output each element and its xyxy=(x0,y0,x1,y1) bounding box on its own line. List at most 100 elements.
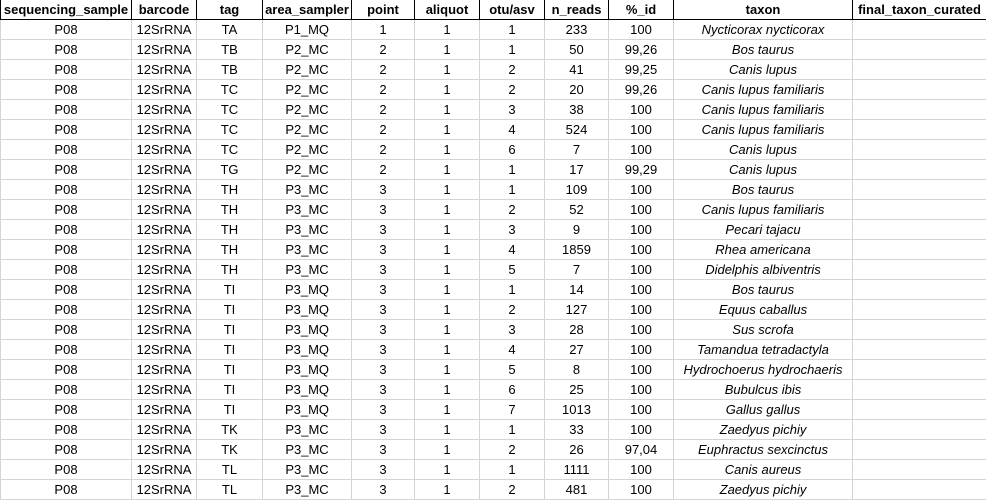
cell-n-reads[interactable]: 233 xyxy=(544,19,609,40)
cell--id[interactable]: 99,29 xyxy=(608,159,674,180)
cell-sequencing-sample[interactable]: P08 xyxy=(0,379,132,400)
cell-point[interactable]: 2 xyxy=(351,139,415,160)
column-header-area-sampler[interactable]: area_sampler xyxy=(262,0,352,20)
cell-area-sampler[interactable]: P3_MQ xyxy=(262,399,352,420)
cell-point[interactable]: 1 xyxy=(351,19,415,40)
cell-sequencing-sample[interactable]: P08 xyxy=(0,259,132,280)
cell-tag[interactable]: TH xyxy=(196,239,263,260)
cell-barcode[interactable]: 12SrRNA xyxy=(131,299,197,320)
cell-otu-asv[interactable]: 3 xyxy=(479,219,545,240)
cell-n-reads[interactable]: 1111 xyxy=(544,459,609,480)
cell-point[interactable]: 3 xyxy=(351,339,415,360)
column-header-otu-asv[interactable]: otu/asv xyxy=(479,0,545,20)
cell-aliquot[interactable]: 1 xyxy=(414,479,480,500)
cell--id[interactable]: 100 xyxy=(608,219,674,240)
cell-final-taxon-curated[interactable] xyxy=(852,159,986,180)
cell-barcode[interactable]: 12SrRNA xyxy=(131,379,197,400)
cell-point[interactable]: 2 xyxy=(351,59,415,80)
cell-sequencing-sample[interactable]: P08 xyxy=(0,99,132,120)
cell-barcode[interactable]: 12SrRNA xyxy=(131,199,197,220)
cell-taxon[interactable]: Canis lupus familiaris xyxy=(673,199,853,220)
cell--id[interactable]: 100 xyxy=(608,19,674,40)
cell-sequencing-sample[interactable]: P08 xyxy=(0,159,132,180)
cell-barcode[interactable]: 12SrRNA xyxy=(131,359,197,380)
cell-tag[interactable]: TH xyxy=(196,219,263,240)
cell-taxon[interactable]: Canis lupus xyxy=(673,159,853,180)
cell-barcode[interactable]: 12SrRNA xyxy=(131,119,197,140)
cell-otu-asv[interactable]: 2 xyxy=(479,79,545,100)
cell-taxon[interactable]: Canis lupus familiaris xyxy=(673,119,853,140)
cell-tag[interactable]: TC xyxy=(196,119,263,140)
cell-sequencing-sample[interactable]: P08 xyxy=(0,299,132,320)
cell-point[interactable]: 2 xyxy=(351,119,415,140)
cell-barcode[interactable]: 12SrRNA xyxy=(131,139,197,160)
cell--id[interactable]: 100 xyxy=(608,199,674,220)
cell-barcode[interactable]: 12SrRNA xyxy=(131,99,197,120)
cell-final-taxon-curated[interactable] xyxy=(852,379,986,400)
cell-otu-asv[interactable]: 2 xyxy=(479,199,545,220)
cell-sequencing-sample[interactable]: P08 xyxy=(0,139,132,160)
cell-point[interactable]: 3 xyxy=(351,399,415,420)
cell-taxon[interactable]: Canis lupus familiaris xyxy=(673,99,853,120)
cell-point[interactable]: 3 xyxy=(351,439,415,460)
cell-otu-asv[interactable]: 1 xyxy=(479,159,545,180)
column-header-taxon[interactable]: taxon xyxy=(673,0,853,20)
cell-tag[interactable]: TL xyxy=(196,459,263,480)
cell-otu-asv[interactable]: 6 xyxy=(479,379,545,400)
cell-area-sampler[interactable]: P3_MQ xyxy=(262,319,352,340)
cell-tag[interactable]: TI xyxy=(196,339,263,360)
cell-area-sampler[interactable]: P2_MC xyxy=(262,79,352,100)
cell-sequencing-sample[interactable]: P08 xyxy=(0,439,132,460)
cell-area-sampler[interactable]: P3_MC xyxy=(262,259,352,280)
cell-area-sampler[interactable]: P2_MC xyxy=(262,139,352,160)
cell-area-sampler[interactable]: P3_MC xyxy=(262,239,352,260)
cell--id[interactable]: 100 xyxy=(608,179,674,200)
cell-taxon[interactable]: Pecari tajacu xyxy=(673,219,853,240)
column-header-tag[interactable]: tag xyxy=(196,0,263,20)
cell-area-sampler[interactable]: P3_MC xyxy=(262,439,352,460)
cell-taxon[interactable]: Bos taurus xyxy=(673,39,853,60)
cell-final-taxon-curated[interactable] xyxy=(852,299,986,320)
cell-n-reads[interactable]: 524 xyxy=(544,119,609,140)
cell-sequencing-sample[interactable]: P08 xyxy=(0,479,132,500)
cell-point[interactable]: 3 xyxy=(351,419,415,440)
cell-n-reads[interactable]: 14 xyxy=(544,279,609,300)
cell--id[interactable]: 100 xyxy=(608,319,674,340)
cell-point[interactable]: 3 xyxy=(351,359,415,380)
cell-barcode[interactable]: 12SrRNA xyxy=(131,439,197,460)
cell-aliquot[interactable]: 1 xyxy=(414,79,480,100)
cell-n-reads[interactable]: 38 xyxy=(544,99,609,120)
cell-tag[interactable]: TH xyxy=(196,179,263,200)
cell-final-taxon-curated[interactable] xyxy=(852,319,986,340)
cell-barcode[interactable]: 12SrRNA xyxy=(131,59,197,80)
cell-n-reads[interactable]: 481 xyxy=(544,479,609,500)
cell-area-sampler[interactable]: P3_MQ xyxy=(262,379,352,400)
cell-tag[interactable]: TC xyxy=(196,99,263,120)
cell-n-reads[interactable]: 1013 xyxy=(544,399,609,420)
cell-taxon[interactable]: Bubulcus ibis xyxy=(673,379,853,400)
cell-final-taxon-curated[interactable] xyxy=(852,179,986,200)
column-header-point[interactable]: point xyxy=(351,0,415,20)
cell-area-sampler[interactable]: P1_MQ xyxy=(262,19,352,40)
cell-tag[interactable]: TH xyxy=(196,259,263,280)
cell-tag[interactable]: TI xyxy=(196,379,263,400)
column-header--id[interactable]: %_id xyxy=(608,0,674,20)
cell-n-reads[interactable]: 33 xyxy=(544,419,609,440)
cell-tag[interactable]: TH xyxy=(196,199,263,220)
cell-final-taxon-curated[interactable] xyxy=(852,279,986,300)
cell-taxon[interactable]: Nycticorax nycticorax xyxy=(673,19,853,40)
cell-aliquot[interactable]: 1 xyxy=(414,459,480,480)
cell-tag[interactable]: TK xyxy=(196,439,263,460)
cell-sequencing-sample[interactable]: P08 xyxy=(0,59,132,80)
cell-final-taxon-curated[interactable] xyxy=(852,419,986,440)
cell-barcode[interactable]: 12SrRNA xyxy=(131,479,197,500)
cell-tag[interactable]: TI xyxy=(196,399,263,420)
cell-aliquot[interactable]: 1 xyxy=(414,259,480,280)
cell-final-taxon-curated[interactable] xyxy=(852,119,986,140)
cell-area-sampler[interactable]: P3_MC xyxy=(262,479,352,500)
cell-sequencing-sample[interactable]: P08 xyxy=(0,359,132,380)
cell-barcode[interactable]: 12SrRNA xyxy=(131,79,197,100)
cell-barcode[interactable]: 12SrRNA xyxy=(131,399,197,420)
cell-point[interactable]: 3 xyxy=(351,239,415,260)
cell-area-sampler[interactable]: P3_MQ xyxy=(262,279,352,300)
